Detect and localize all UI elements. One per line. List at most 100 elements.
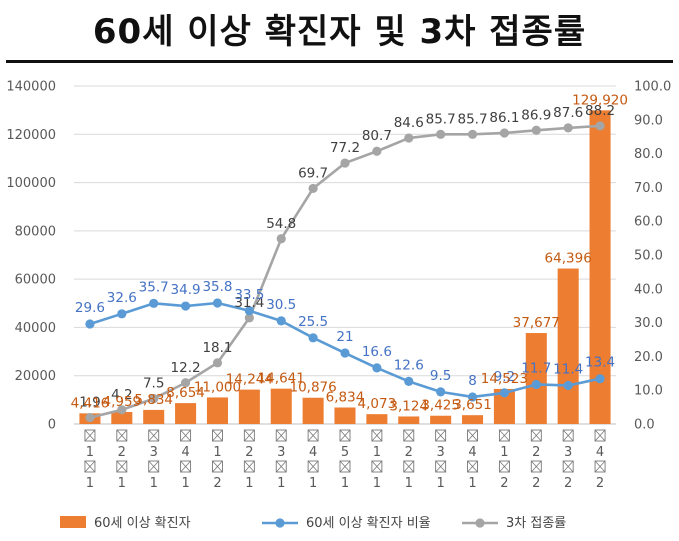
category-glyph-box-stroke bbox=[371, 460, 383, 473]
category-glyph-box-stroke bbox=[244, 429, 255, 442]
category-label-secondary: 1 bbox=[150, 476, 158, 491]
category-glyph-box-stroke bbox=[530, 429, 542, 442]
confirmed-ratio-label: 33.5 bbox=[234, 287, 264, 303]
vaccination-rate-point bbox=[595, 121, 605, 131]
vaccination-rate-point bbox=[117, 405, 127, 415]
confirmed-ratio-label: 32.6 bbox=[107, 290, 137, 306]
category-glyph-box-stroke bbox=[212, 460, 223, 473]
bar-value-label: 4,959 bbox=[102, 394, 141, 410]
category-glyph-box bbox=[116, 429, 128, 442]
category-glyph-box bbox=[307, 429, 319, 442]
right-axis-tick-label: 10.0 bbox=[634, 384, 663, 399]
line-series bbox=[85, 121, 605, 423]
vaccination-rate-label: 86.1 bbox=[489, 110, 519, 126]
bar-value-label: 129,920 bbox=[572, 92, 628, 108]
category-glyph-box bbox=[243, 429, 255, 442]
bar bbox=[334, 407, 356, 424]
category-glyph-box bbox=[148, 429, 160, 442]
confirmed-ratio-label: 9.5 bbox=[430, 368, 451, 384]
category-glyph-box bbox=[275, 460, 287, 473]
vaccination-rate-label: 31.4 bbox=[234, 295, 264, 311]
category-glyph-box bbox=[530, 429, 542, 442]
vaccination-rate-point bbox=[436, 129, 446, 139]
legend-marker-ratio bbox=[275, 518, 285, 528]
confirmed-ratio-point bbox=[244, 306, 254, 316]
left-axis-tick-label: 20000 bbox=[15, 369, 56, 384]
category-glyph-box-stroke bbox=[84, 429, 96, 442]
confirmed-ratio-label: 35.7 bbox=[139, 279, 169, 295]
confirmed-ratio-point bbox=[308, 333, 318, 343]
category-glyph-box bbox=[403, 460, 415, 473]
category-glyph-box bbox=[180, 429, 192, 442]
category-glyph-box bbox=[371, 460, 383, 473]
confirmed-ratio-point bbox=[149, 298, 159, 308]
category-label-secondary: 2 bbox=[500, 476, 508, 491]
vaccination-rate-label: 1.9 bbox=[79, 395, 100, 411]
bar-value-label: 8,654 bbox=[166, 385, 205, 401]
category-label-secondary: 1 bbox=[181, 476, 189, 491]
left-axis-tick-label: 60000 bbox=[15, 273, 56, 288]
confirmed-ratio-point bbox=[212, 298, 223, 308]
vaccination-rate-point bbox=[180, 378, 191, 388]
category-glyph-box-stroke bbox=[371, 429, 383, 442]
right-axis-tick-label: 30.0 bbox=[634, 316, 663, 331]
vaccination-rate-label: 7.5 bbox=[143, 376, 164, 392]
category-glyph-box-stroke bbox=[148, 429, 160, 442]
category-glyph-box bbox=[403, 429, 415, 442]
vaccination-rate-label: 86.9 bbox=[521, 107, 551, 123]
vaccination-rate-point bbox=[499, 128, 510, 138]
bar bbox=[430, 415, 452, 424]
confirmed-ratio-point bbox=[372, 363, 382, 373]
bar bbox=[525, 333, 547, 424]
confirmed-ratio-point bbox=[467, 392, 478, 402]
confirmed-ratio-label: 8 bbox=[468, 373, 477, 389]
vaccination-rate-point bbox=[404, 133, 414, 143]
bar bbox=[302, 397, 324, 424]
legend-marker-vax bbox=[475, 518, 485, 528]
category-label-primary: 4 bbox=[596, 445, 604, 460]
category-label-primary: 2 bbox=[532, 445, 540, 460]
confirmed-ratio-point bbox=[276, 316, 286, 326]
bar-value-label: 10,876 bbox=[289, 380, 336, 396]
confirmed-ratio-label: 21 bbox=[336, 329, 353, 345]
confirmed-ratio-label: 34.9 bbox=[171, 282, 201, 298]
vaccination-rate-label: 69.7 bbox=[298, 165, 328, 181]
bar bbox=[493, 388, 515, 424]
category-label-secondary: 1 bbox=[373, 476, 381, 491]
right-axis-tick-label: 0.0 bbox=[634, 418, 655, 433]
vaccination-rate-point bbox=[531, 125, 541, 135]
category-label-secondary: 1 bbox=[437, 476, 445, 491]
category-glyph-box bbox=[84, 460, 96, 473]
vaccination-rate-point bbox=[212, 358, 223, 368]
category-glyph-box bbox=[498, 429, 510, 442]
bar bbox=[366, 414, 388, 424]
category-glyph-box bbox=[148, 460, 160, 473]
right-axis-ticks: 0.0 10.0 20.0 30.0 40.0 50.0 60.0 70.0 80.0 90.0 1… bbox=[634, 80, 671, 433]
category-glyph-box-stroke bbox=[403, 429, 415, 442]
category-glyph-box bbox=[212, 429, 223, 442]
confirmed-ratio-point bbox=[436, 387, 446, 397]
vaccination-rate-label: 85.7 bbox=[457, 111, 487, 127]
category-label-primary: 1 bbox=[86, 445, 94, 460]
vaccination-rate-label: 18.1 bbox=[202, 340, 232, 356]
confirmed-ratio-point bbox=[499, 388, 510, 398]
category-glyph-box bbox=[467, 460, 478, 473]
x-axis-categories: 1 1 2 1 3 1 4 1 1 2 2 1 3 1 4 1 5 1 1 1 2 1 3 1 4 1 1 2 2 2 3 2 4 2 bbox=[84, 429, 606, 491]
category-glyph-box bbox=[84, 429, 96, 442]
vaccination-rate-point bbox=[372, 146, 382, 156]
category-glyph-box-stroke bbox=[116, 429, 128, 442]
bar-value-label: 4,073 bbox=[358, 396, 397, 412]
category-label-secondary: 1 bbox=[277, 476, 285, 491]
category-glyph-box-stroke bbox=[275, 460, 287, 473]
confirmed-ratio-point bbox=[595, 374, 605, 384]
bar bbox=[557, 268, 579, 424]
category-glyph-box bbox=[467, 429, 478, 442]
left-axis-ticks: 0 20000 40000 60000 80000 100000 120000 140000 bbox=[6, 80, 56, 433]
right-axis-tick-label: 90.0 bbox=[634, 113, 663, 128]
category-label-secondary: 1 bbox=[405, 476, 413, 491]
bar-value-label: 14,244 bbox=[226, 372, 273, 388]
bar bbox=[238, 389, 260, 424]
category-glyph-box-stroke bbox=[275, 429, 287, 442]
category-glyph-box-stroke bbox=[594, 429, 606, 442]
right-axis-tick-label: 20.0 bbox=[634, 350, 663, 365]
